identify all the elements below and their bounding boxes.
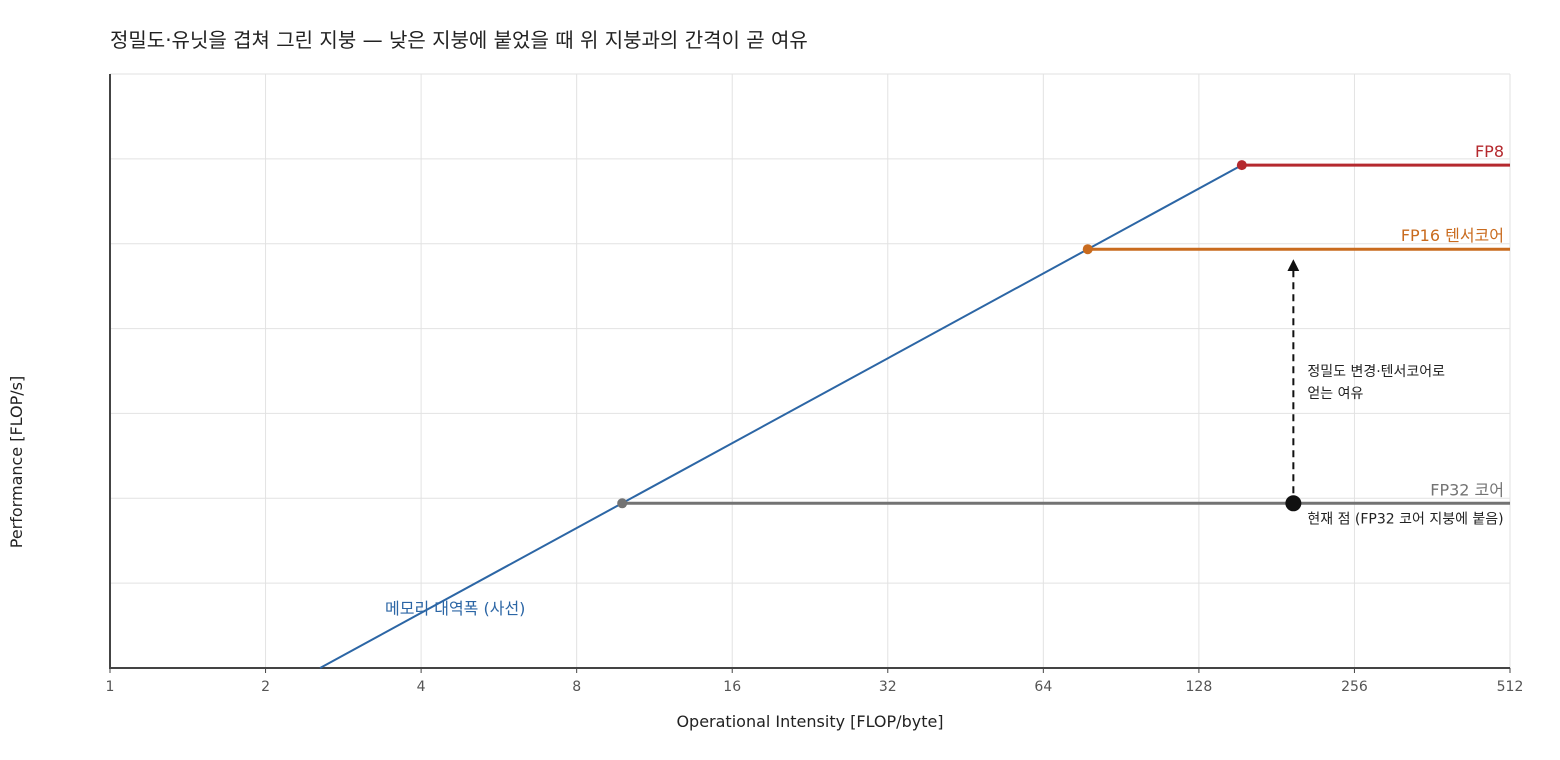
bandwidth-label: 메모리 대역폭 (사선) [385,599,525,618]
bandwidth-line [319,164,1243,669]
ridge-point [617,498,628,509]
x-tick-label: 8 [572,679,581,695]
x-tick-label: 256 [1341,679,1368,695]
headroom-label: 얻는 여유 [1307,386,1363,402]
x-tick-label: 2 [261,679,270,695]
current-point [1285,495,1302,512]
x-tick-label: 64 [1034,679,1052,695]
axes: 1 2 4 8 16 32 64 128 256 512 [106,74,1524,695]
series-layer [319,163,1510,669]
x-tick-label: 16 [723,679,741,695]
headroom-label: 정밀도 변경·텐서코어로 [1307,364,1445,380]
x-tick-label: 512 [1497,679,1524,695]
chart-title: 정밀도·유닛을 겹쳐 그린 지붕 — 낮은 지붕에 붙었을 때 위 지붕과의 간… [110,28,808,52]
x-tick-label: 1 [106,679,115,695]
label-layer: FP32 코어 FP16 텐서코어 FP8 메모리 대역폭 (사선) 정밀도 변경·텐서… [385,142,1504,618]
grid [110,73,1511,668]
roof-label: FP32 코어 [1430,480,1504,499]
x-tick-label: 128 [1186,679,1213,695]
ridge-point [1082,244,1093,255]
y-axis-title: Performance [FLOP/s] [7,376,26,548]
x-axis-title: Operational Intensity [FLOP/byte] [676,712,943,731]
x-tick-label: 32 [879,679,897,695]
marker-layer [617,160,1302,512]
roof-label: FP16 텐서코어 [1401,226,1504,245]
x-tick-label: 4 [417,679,426,695]
current-point-label: 현재 점 (FP32 코어 지붕에 붙음) [1307,511,1503,527]
roof-label: FP8 [1475,142,1504,161]
ridge-point [1236,160,1247,171]
